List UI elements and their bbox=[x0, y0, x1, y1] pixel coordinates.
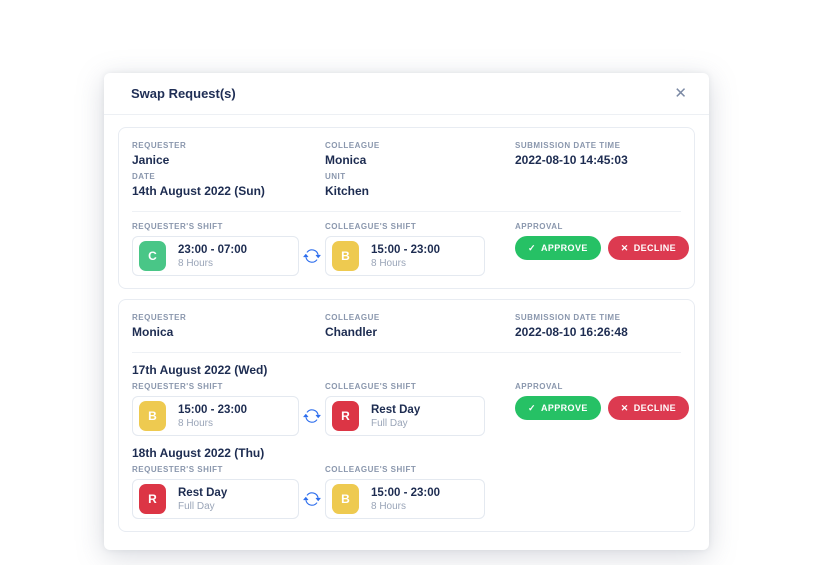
submission-datetime-label: SUBMISSION DATE TIME bbox=[515, 141, 621, 150]
shift-time: Rest Day bbox=[178, 486, 228, 499]
shift-time: 15:00 - 23:00 bbox=[178, 403, 248, 416]
modal-body: REQUESTER Janice DATE 14th August 2022 (… bbox=[104, 115, 709, 550]
requester-name: Monica bbox=[132, 325, 174, 339]
colleague-name: Chandler bbox=[325, 325, 378, 339]
approval-label: APPROVAL bbox=[515, 222, 563, 231]
colleague-shift-label: COLLEAGUE'S SHIFT bbox=[325, 382, 417, 391]
shift-duration: 8 Hours bbox=[178, 257, 214, 269]
shift-duration: 8 Hours bbox=[178, 417, 214, 429]
swap-date-heading: 17th August 2022 (Wed) bbox=[132, 363, 268, 377]
swap-arrows-icon bbox=[299, 490, 325, 508]
approval-label: APPROVAL bbox=[515, 382, 563, 391]
requester-shift-label: REQUESTER'S SHIFT bbox=[132, 382, 223, 391]
date-label: DATE bbox=[132, 172, 156, 181]
x-icon: ✕ bbox=[620, 242, 629, 253]
swap-date: 14th August 2022 (Sun) bbox=[132, 184, 265, 198]
colleague-name: Monica bbox=[325, 153, 367, 167]
colleague-label: COLLEAGUE bbox=[325, 141, 380, 150]
shift-duration: Full Day bbox=[371, 417, 408, 429]
requester-shift-box: B 15:00 - 23:00 8 Hours bbox=[132, 396, 299, 436]
requester-name: Janice bbox=[132, 153, 170, 167]
shift-time: 23:00 - 07:00 bbox=[178, 243, 248, 256]
colleague-label: COLLEAGUE bbox=[325, 313, 380, 322]
unit-label: UNIT bbox=[325, 172, 346, 181]
colleague-shift-box: B 15:00 - 23:00 8 Hours bbox=[325, 236, 485, 276]
swap-arrows-icon bbox=[299, 247, 325, 265]
modal-title: Swap Request(s) bbox=[131, 86, 236, 101]
card-divider bbox=[132, 211, 681, 212]
submission-datetime: 2022-08-10 16:26:48 bbox=[515, 325, 628, 339]
check-icon: ✓ bbox=[528, 402, 536, 413]
shift-row: REQUESTER'S SHIFT R Rest Day Full Day bbox=[132, 465, 681, 519]
shift-code-badge: B bbox=[139, 401, 166, 431]
request-card-2: REQUESTER Monica COLLEAGUE Chandler SUBM… bbox=[118, 299, 695, 532]
card-divider bbox=[132, 352, 681, 353]
shift-row: REQUESTER'S SHIFT B 15:00 - 23:00 8 Hour… bbox=[132, 382, 690, 436]
x-icon: ✕ bbox=[620, 402, 629, 413]
requester-label: REQUESTER bbox=[132, 141, 187, 150]
colleague-shift-label: COLLEAGUE'S SHIFT bbox=[325, 222, 417, 231]
request-card-1: REQUESTER Janice DATE 14th August 2022 (… bbox=[118, 127, 695, 289]
shift-duration: Full Day bbox=[178, 500, 215, 512]
colleague-shift-label: COLLEAGUE'S SHIFT bbox=[325, 465, 417, 474]
modal-header: Swap Request(s) ✕ bbox=[104, 73, 709, 115]
swap-date-heading: 18th August 2022 (Thu) bbox=[132, 446, 265, 460]
swap-requests-modal: Swap Request(s) ✕ REQUESTER Janice DATE … bbox=[104, 73, 709, 550]
submission-datetime: 2022-08-10 14:45:03 bbox=[515, 153, 628, 167]
shift-duration: 8 Hours bbox=[371, 500, 407, 512]
requester-label: REQUESTER bbox=[132, 313, 187, 322]
decline-button[interactable]: ✕ DECLINE bbox=[607, 396, 690, 420]
shift-code-badge: R bbox=[332, 401, 359, 431]
requester-shift-label: REQUESTER'S SHIFT bbox=[132, 465, 223, 474]
shift-duration: 8 Hours bbox=[371, 257, 407, 269]
requester-shift-box: R Rest Day Full Day bbox=[132, 479, 299, 519]
decline-button[interactable]: ✕ DECLINE bbox=[607, 236, 690, 260]
requester-shift-box: C 23:00 - 07:00 8 Hours bbox=[132, 236, 299, 276]
request-info-grid: REQUESTER Janice DATE 14th August 2022 (… bbox=[132, 141, 681, 203]
shift-code-badge: B bbox=[332, 484, 359, 514]
shift-time: 15:00 - 23:00 bbox=[371, 486, 441, 499]
shift-code-badge: B bbox=[332, 241, 359, 271]
close-icon[interactable]: ✕ bbox=[670, 82, 691, 105]
requester-shift-label: REQUESTER'S SHIFT bbox=[132, 222, 223, 231]
approve-button[interactable]: ✓ APPROVE bbox=[515, 396, 601, 420]
swap-arrows-icon bbox=[299, 407, 325, 425]
shift-time: Rest Day bbox=[371, 403, 421, 416]
shift-row: REQUESTER'S SHIFT C 23:00 - 07:00 8 Hour… bbox=[132, 222, 690, 276]
unit-value: Kitchen bbox=[325, 184, 370, 198]
check-icon: ✓ bbox=[528, 242, 536, 253]
shift-time: 15:00 - 23:00 bbox=[371, 243, 441, 256]
shift-code-badge: R bbox=[139, 484, 166, 514]
colleague-shift-box: R Rest Day Full Day bbox=[325, 396, 485, 436]
shift-code-badge: C bbox=[139, 241, 166, 271]
request-info-grid: REQUESTER Monica COLLEAGUE Chandler SUBM… bbox=[132, 313, 681, 344]
approve-button[interactable]: ✓ APPROVE bbox=[515, 236, 601, 260]
submission-datetime-label: SUBMISSION DATE TIME bbox=[515, 313, 621, 322]
colleague-shift-box: B 15:00 - 23:00 8 Hours bbox=[325, 479, 485, 519]
